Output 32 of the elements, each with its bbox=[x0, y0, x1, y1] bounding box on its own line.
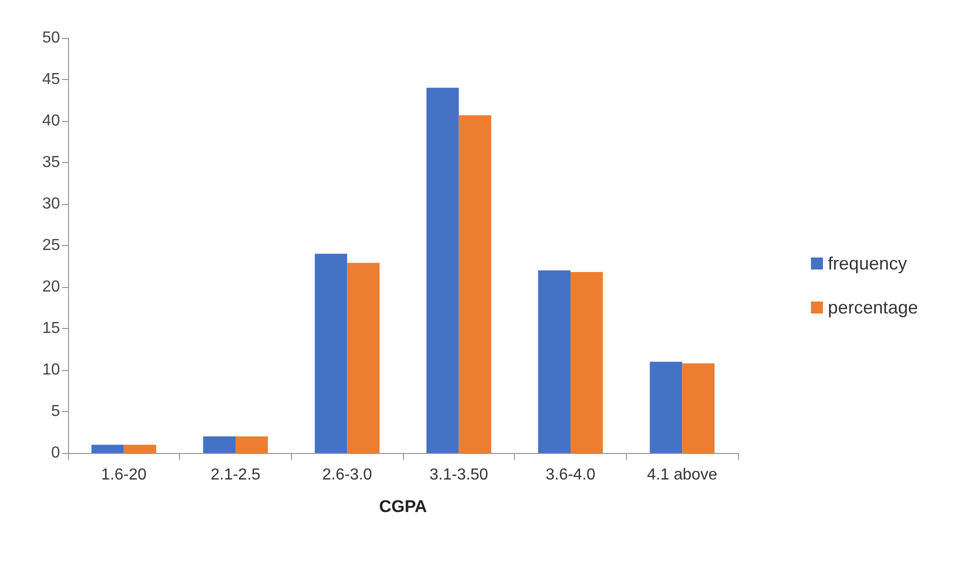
y-tick-label: 10 bbox=[42, 362, 60, 378]
bar bbox=[203, 436, 236, 453]
bar bbox=[570, 272, 603, 453]
y-tick-label: 30 bbox=[42, 196, 60, 212]
y-tick-label: 5 bbox=[51, 403, 60, 420]
x-tick-label: 2.1-2.5 bbox=[210, 466, 261, 484]
y-tick-label: 40 bbox=[42, 112, 60, 130]
y-tick-label: 20 bbox=[42, 278, 60, 296]
legend-label: frequency bbox=[828, 254, 907, 274]
bar bbox=[124, 444, 156, 453]
bar bbox=[314, 254, 348, 453]
bar bbox=[538, 270, 570, 453]
bar bbox=[650, 362, 682, 453]
bar bbox=[91, 444, 124, 453]
y-tick-label: 35 bbox=[42, 154, 60, 171]
y-tick-label: 50 bbox=[42, 30, 60, 46]
x-tick-label: 4.1 above bbox=[647, 466, 718, 484]
y-tick-label: 25 bbox=[42, 237, 60, 254]
x-tick-label: 3.6-4.0 bbox=[546, 466, 596, 484]
x-axis-title: CGPA bbox=[379, 497, 427, 516]
x-tick-label: 1.6-20 bbox=[101, 466, 147, 484]
bar bbox=[682, 363, 715, 453]
x-tick-label: 3.1-3.50 bbox=[429, 466, 488, 484]
y-tick-label: 0 bbox=[51, 444, 60, 462]
bar bbox=[347, 262, 380, 453]
y-tick-label: 15 bbox=[42, 320, 60, 337]
legend-label: percentage bbox=[828, 298, 918, 318]
x-tick-label: 2.6-3.0 bbox=[322, 466, 372, 484]
bar bbox=[458, 115, 492, 453]
bar bbox=[426, 88, 459, 453]
bar bbox=[236, 436, 268, 453]
y-tick-label: 45 bbox=[42, 71, 60, 88]
